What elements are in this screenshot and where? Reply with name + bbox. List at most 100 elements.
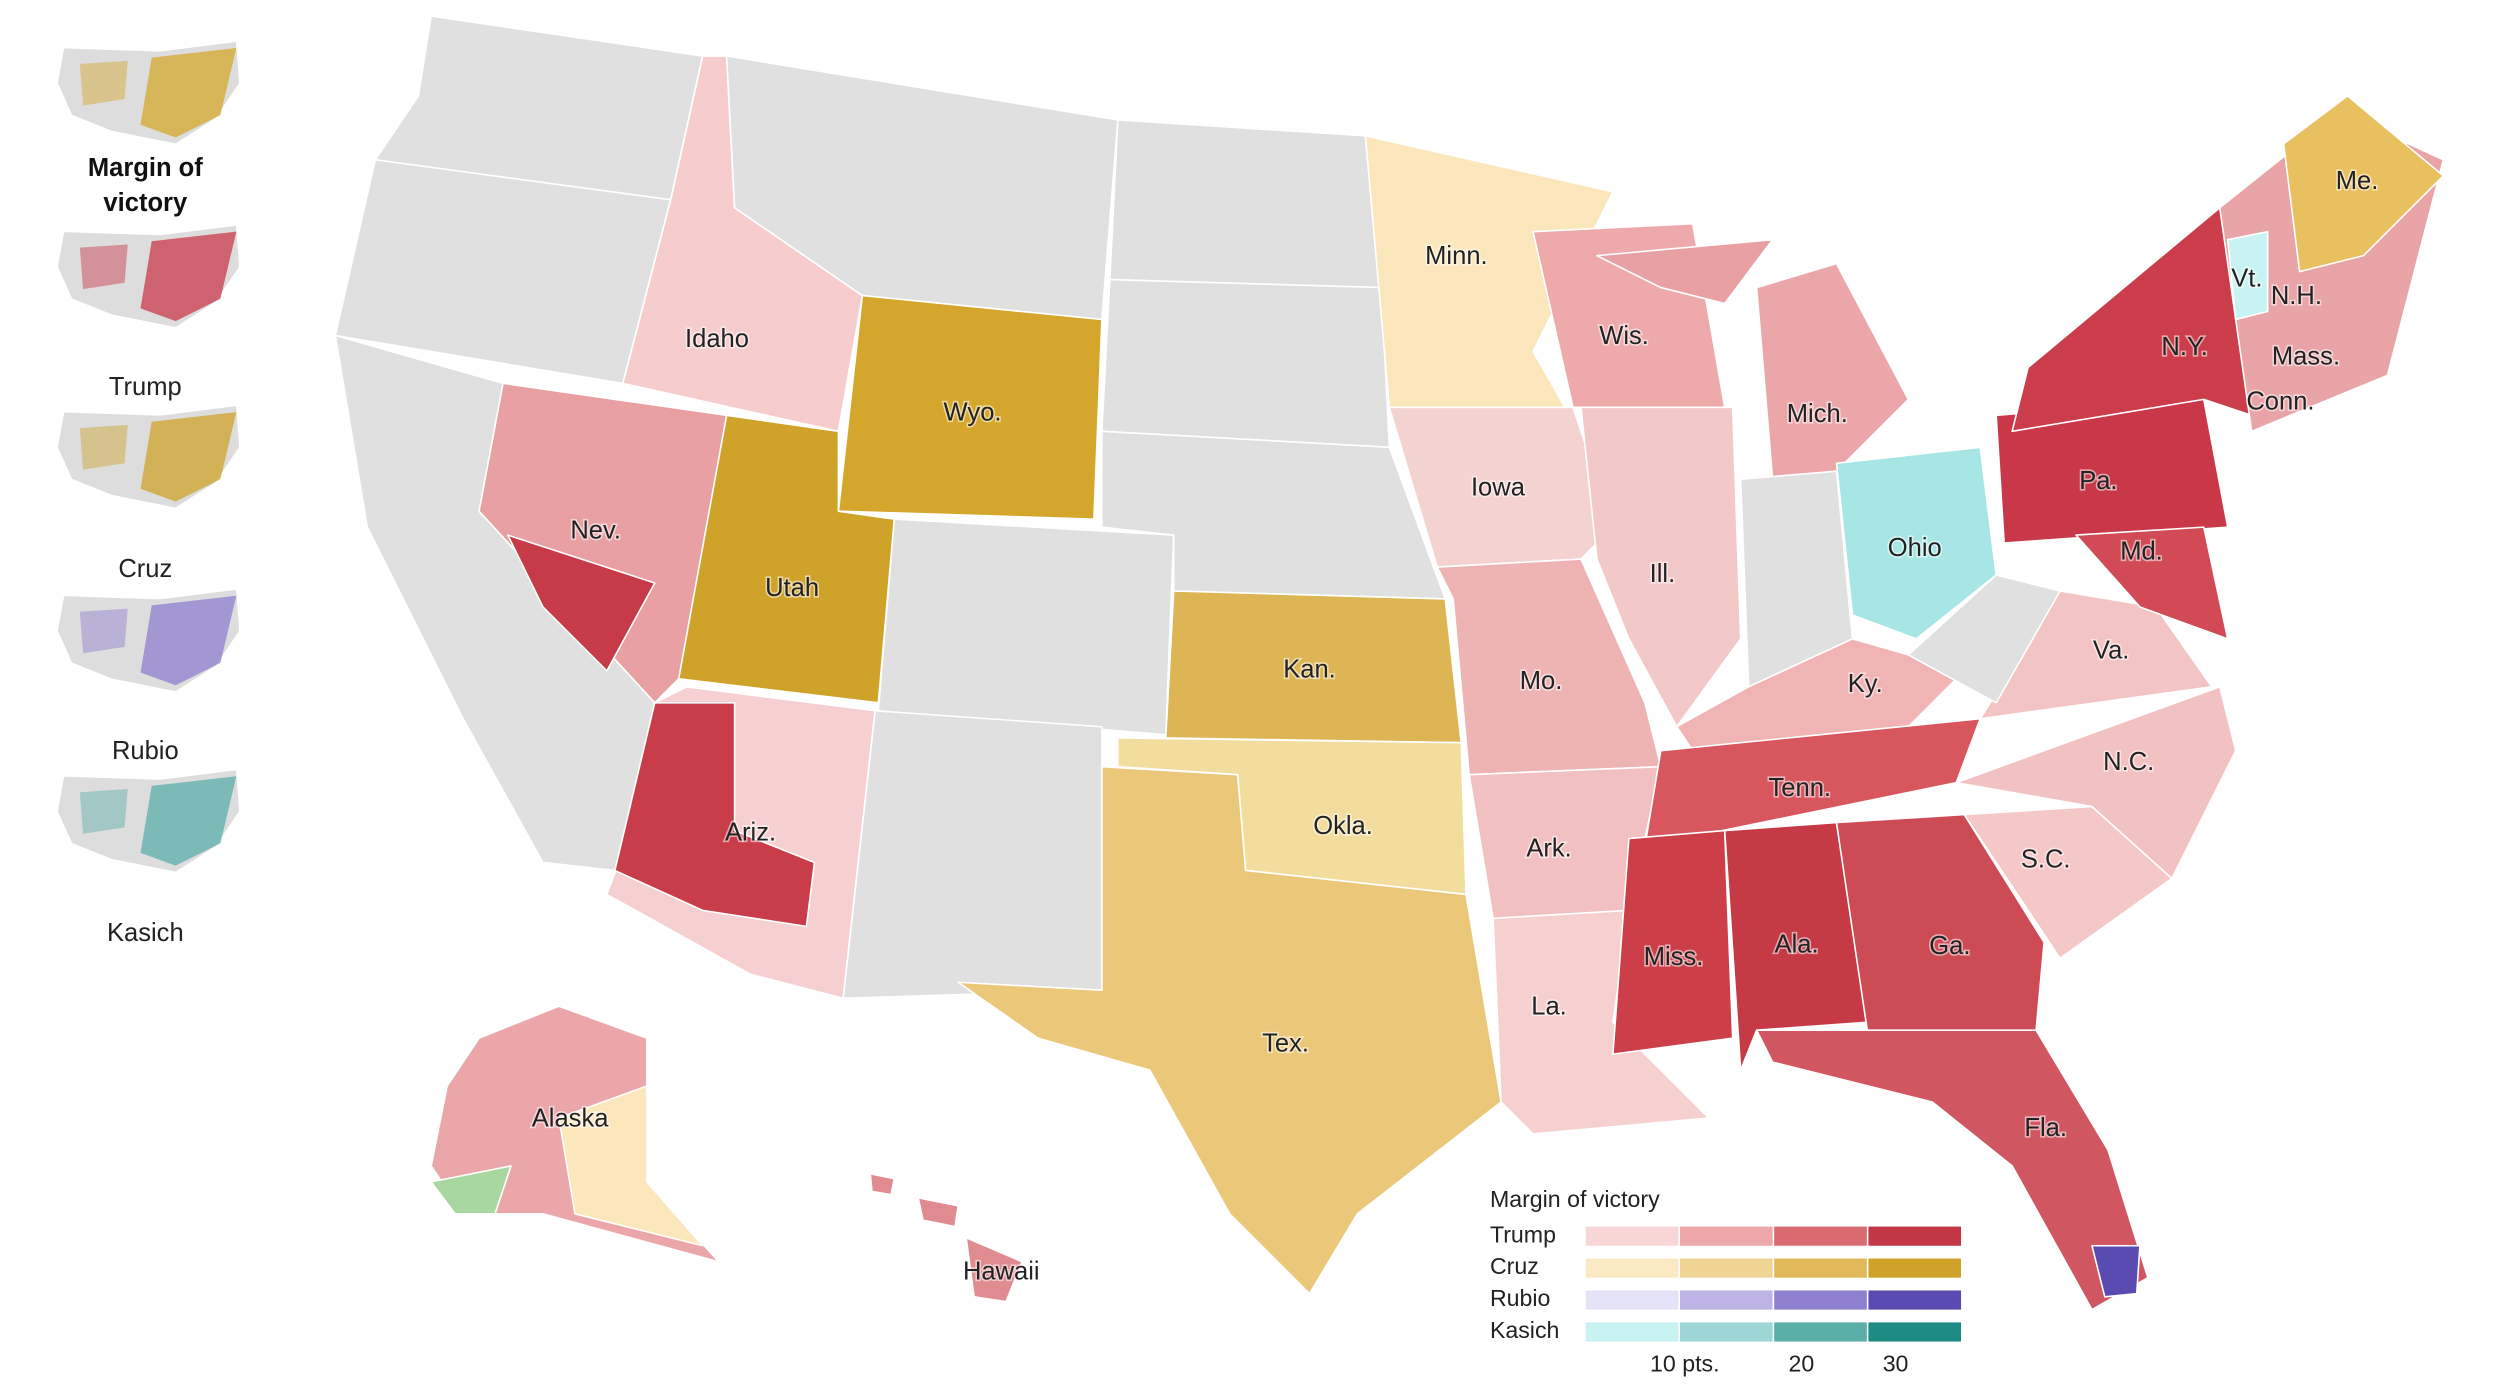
state-shape [430, 1165, 512, 1215]
sidebar-label[interactable]: Cruz [118, 555, 172, 583]
state-shape [869, 1173, 896, 1196]
state-label: N.H. [2271, 282, 2322, 310]
legend-swatch [1868, 1258, 1962, 1278]
state-shapes [334, 15, 2445, 1311]
state-label: Nev. [570, 517, 621, 545]
state-label: Tex. [1262, 1029, 1309, 1057]
legend-swatch [1774, 1322, 1867, 1342]
thumbnail-fill [79, 244, 128, 290]
legend-scale-label: 10 pts. [1650, 1351, 1719, 1377]
state-label: Ga. [1929, 932, 1970, 960]
state-shape [1755, 1029, 2149, 1311]
state-shape [507, 534, 656, 672]
state-shape [1835, 813, 2045, 1039]
sidebar-label[interactable]: Rubio [112, 737, 179, 765]
legend-scale-label: 20 [1788, 1351, 1814, 1377]
legend-scale-label: 30 [1883, 1351, 1909, 1377]
state-label: Md. [2120, 537, 2163, 565]
state-shape [1596, 238, 1774, 305]
legend-swatch [1774, 1258, 1867, 1278]
thumbnail-fill [140, 48, 237, 138]
state-label: Ariz. [725, 818, 776, 846]
state-shape [1612, 829, 1734, 1055]
state-label: Mich. [1787, 400, 1848, 428]
state-label: Miss. [1644, 943, 1704, 971]
state-label: Fla. [2024, 1114, 2067, 1142]
thumbnail-fill [140, 231, 237, 322]
legend-swatch [1868, 1290, 1962, 1310]
legend-row-label: Cruz [1490, 1253, 1539, 1279]
sidebar-title-box[interactable]: Margin of victory [57, 152, 233, 232]
state-label: Tenn. [1769, 774, 1831, 802]
state-shape [614, 701, 816, 928]
state-shape [558, 1085, 704, 1247]
thumbnail-fill [79, 424, 128, 470]
state-label: Ohio [1888, 534, 1942, 562]
sidebar-thumbnails [57, 41, 240, 873]
thumbnail-fill [79, 608, 128, 654]
legend-title: Margin of victory [1490, 1186, 1660, 1212]
legend-swatch [1585, 1226, 1679, 1246]
sidebar-label[interactable]: Kasich [107, 919, 184, 947]
state-shape [957, 765, 1502, 1295]
state-shape [1723, 821, 1870, 1071]
legend-swatch [1868, 1322, 1962, 1342]
state-shape [1755, 262, 1910, 481]
state-label: Ala. [1775, 930, 1819, 958]
state-label: S.C. [2021, 846, 2071, 874]
thumbnail-fill [79, 60, 128, 106]
state-label: Kan. [1283, 656, 1336, 684]
state-label: Mo. [1520, 667, 1563, 695]
state-label: Iowa [1471, 474, 1526, 502]
legend-swatch [1868, 1226, 1962, 1246]
state-shape [2226, 230, 2269, 321]
state-shape [965, 1236, 1023, 1303]
legend-swatch [1679, 1322, 1773, 1342]
legend-swatch [1679, 1226, 1773, 1246]
state-shape [1364, 135, 1614, 409]
state-shape [842, 709, 1103, 1000]
thumbnail-fill [79, 789, 128, 834]
state-shape [1835, 446, 1997, 640]
legend-swatch [1679, 1258, 1773, 1278]
state-shape [877, 518, 1175, 736]
state-label: Conn. [2246, 387, 2314, 415]
state-label: Okla. [1313, 812, 1373, 840]
state-shape [1907, 574, 2061, 704]
state-shape [478, 382, 728, 704]
state-label: Mass. [2272, 343, 2340, 371]
legend-swatch [1774, 1226, 1867, 1246]
thumbnail-fill [140, 412, 237, 502]
state-shape [2091, 1244, 2141, 1298]
state-label: Ill. [1650, 560, 1676, 588]
state-label: N.Y. [2161, 333, 2207, 361]
state-label: Ark. [1526, 834, 1571, 862]
state-label: Me. [2336, 167, 2379, 195]
legend: Margin of victory Trump Cruz Rubio Kasich 10… [1490, 1186, 1962, 1377]
state-label: Minn. [1425, 242, 1487, 270]
state-label: Ky. [1848, 670, 1883, 698]
state-label: Wis. [1599, 322, 1649, 350]
thumbnail-fill [140, 776, 237, 866]
legend-swatch [1585, 1290, 1679, 1310]
legend-row-label: Rubio [1490, 1285, 1550, 1311]
state-label: La. [1531, 993, 1567, 1021]
legend-swatch [1774, 1290, 1867, 1310]
state-labels: Minn. Wis. Idaho Wyo. Mich. Iowa Nev. Utah Ill. O… [530, 165, 2380, 1287]
state-label: N.C. [2103, 748, 2154, 776]
legend-swatch [1585, 1258, 1679, 1278]
state-label: Va. [2093, 636, 2129, 664]
state-label: Utah [765, 574, 819, 602]
thumbnail-fill [140, 595, 237, 686]
sidebar-label[interactable]: Trump [109, 373, 182, 401]
state-shape [1101, 278, 1391, 449]
state-shape [917, 1197, 959, 1228]
state-shape [2282, 95, 2445, 273]
state-label: Vt. [2231, 264, 2262, 292]
sidebar-title[interactable]: Margin of victory [87, 155, 203, 218]
state-shape [1109, 119, 1383, 289]
legend-swatch [1585, 1322, 1679, 1342]
state-shape [837, 294, 1103, 520]
